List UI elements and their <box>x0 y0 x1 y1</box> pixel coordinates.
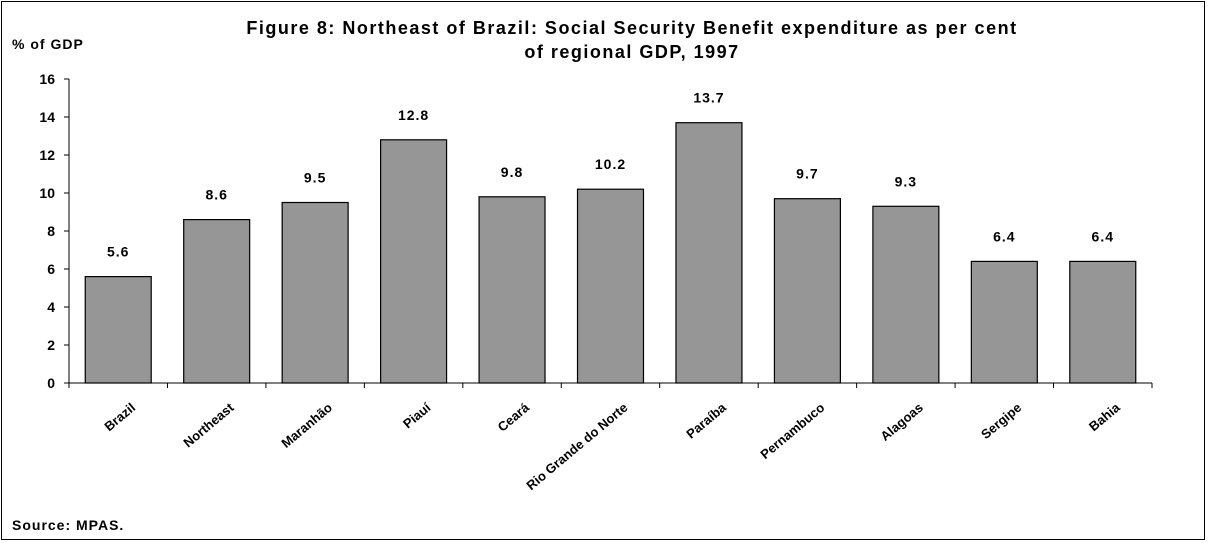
bar <box>84 276 152 384</box>
y-axis-label: % of GDP <box>12 36 84 52</box>
data-label: 9.3 <box>895 173 917 189</box>
x-tick-label: Alagoas <box>877 400 925 444</box>
x-tick-label: Rio Grande do Norte <box>523 400 630 493</box>
data-label: 6.4 <box>1092 228 1114 244</box>
bar <box>576 188 645 384</box>
chart-title-line-2: of regional GDP, 1997 <box>524 42 740 62</box>
y-tick-label: 2 <box>47 337 55 353</box>
y-tick-label: 0 <box>47 375 55 391</box>
bar <box>773 198 841 384</box>
y-tick-label: 8 <box>47 223 55 239</box>
x-tick-label: Piauí <box>400 400 434 432</box>
y-tick-label: 4 <box>47 299 55 315</box>
bar <box>970 260 1038 384</box>
x-tick-label: Paraíba <box>683 399 729 441</box>
bar <box>281 201 349 384</box>
x-tick-label: Sergipe <box>978 400 1024 442</box>
x-tick-label: Northeast <box>180 399 237 450</box>
data-label: 10.2 <box>595 156 626 172</box>
data-label: 9.7 <box>796 166 818 182</box>
bar <box>872 205 940 384</box>
x-tick-label: Pernambuco <box>757 400 827 462</box>
x-tick-label: Bahia <box>1086 399 1123 434</box>
y-tick-label: 12 <box>39 147 55 163</box>
data-label: 6.4 <box>993 228 1015 244</box>
bar <box>380 139 448 384</box>
y-tick-label: 10 <box>39 185 55 201</box>
chart-title: Figure 8: Northeast of Brazil: Social Se… <box>122 16 1142 64</box>
data-label: 9.5 <box>304 170 326 186</box>
y-tick-label: 14 <box>39 109 55 125</box>
chart-title-line-1: Figure 8: Northeast of Brazil: Social Se… <box>246 18 1018 38</box>
data-label: 9.8 <box>501 164 523 180</box>
data-label: 12.8 <box>398 107 429 123</box>
bar <box>675 122 743 384</box>
bar <box>1069 260 1137 384</box>
data-label: 13.7 <box>693 90 724 106</box>
x-tick-label: Ceará <box>495 399 533 434</box>
data-label: 5.6 <box>107 244 129 260</box>
y-tick-label: 6 <box>47 261 55 277</box>
data-label: 8.6 <box>205 187 227 203</box>
source-note: Source: MPAS. <box>12 517 125 533</box>
x-tick-label: Brazil <box>101 400 138 434</box>
y-tick-label: 16 <box>39 71 55 87</box>
bar <box>183 219 251 384</box>
bar <box>478 196 546 384</box>
x-tick-label: Maranhão <box>278 400 335 451</box>
